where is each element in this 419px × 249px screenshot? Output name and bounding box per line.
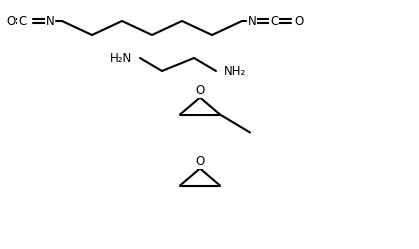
- Text: N: N: [46, 14, 54, 27]
- Text: O: O: [6, 14, 16, 27]
- Text: O: O: [195, 84, 204, 97]
- Text: NH₂: NH₂: [224, 64, 246, 77]
- Text: O: O: [295, 14, 304, 27]
- Text: C: C: [270, 14, 278, 27]
- Text: N: N: [248, 14, 256, 27]
- Text: O: O: [195, 155, 204, 168]
- Text: H₂N: H₂N: [110, 52, 132, 64]
- Text: C: C: [18, 14, 26, 27]
